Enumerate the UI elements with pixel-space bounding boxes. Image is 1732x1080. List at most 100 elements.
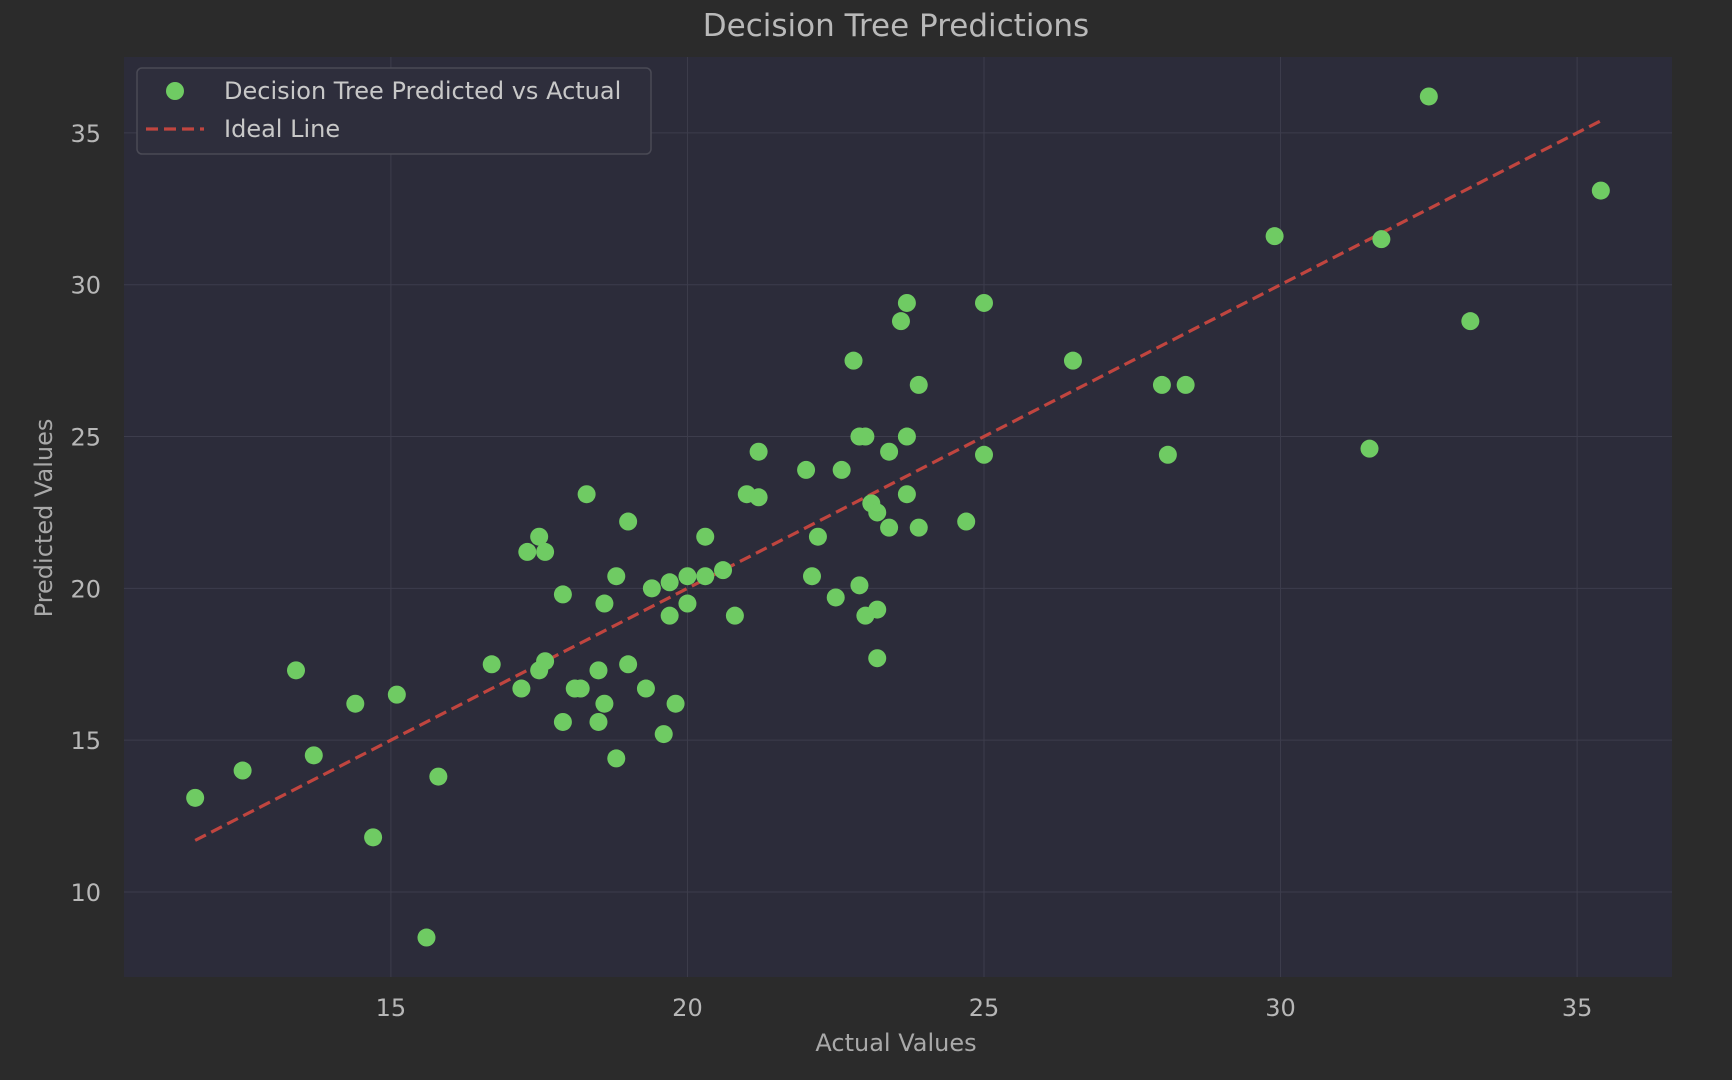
data-point-10 <box>512 679 531 698</box>
data-point-67 <box>975 293 993 312</box>
data-point-38 <box>696 527 715 546</box>
data-point-74 <box>1360 439 1379 458</box>
data-point-32 <box>660 573 679 592</box>
y-axis-label: Predicted Values <box>30 419 58 618</box>
legend-label-points: Decision Tree Predicted vs Actual <box>224 77 621 105</box>
data-point-64 <box>909 375 928 394</box>
data-point-34 <box>666 694 685 713</box>
data-point-61 <box>897 293 916 312</box>
data-point-39 <box>714 561 733 580</box>
data-point-9 <box>482 655 501 674</box>
data-point-8 <box>429 767 448 786</box>
data-point-24 <box>595 694 614 713</box>
data-point-19 <box>571 679 590 698</box>
data-point-7 <box>417 928 436 947</box>
data-point-25 <box>607 567 626 586</box>
data-point-71 <box>1158 445 1177 464</box>
data-point-63 <box>897 485 916 504</box>
data-point-44 <box>797 460 816 479</box>
data-point-35 <box>678 567 697 586</box>
data-point-52 <box>856 427 875 446</box>
data-point-13 <box>536 542 555 561</box>
data-point-0 <box>186 788 205 807</box>
data-point-48 <box>832 460 851 479</box>
data-point-17 <box>553 712 572 731</box>
data-point-62 <box>897 427 916 446</box>
data-point-3 <box>304 746 323 765</box>
data-point-77 <box>1461 312 1480 331</box>
data-point-58 <box>880 442 899 461</box>
data-point-36 <box>678 594 697 613</box>
data-point-5 <box>364 828 383 847</box>
data-point-15 <box>536 652 555 671</box>
x-tick-label-25: 25 <box>969 994 1000 1022</box>
x-axis-label: Actual Values <box>815 1029 976 1057</box>
x-tick-label-35: 35 <box>1562 994 1593 1022</box>
y-tick-label-15: 15 <box>70 727 101 755</box>
legend-marker-points <box>166 82 184 100</box>
data-point-49 <box>844 351 863 370</box>
data-point-22 <box>589 712 608 731</box>
data-point-33 <box>660 606 679 625</box>
data-point-60 <box>891 312 910 331</box>
x-tick-label-30: 30 <box>1265 994 1296 1022</box>
data-point-28 <box>619 655 638 674</box>
data-point-78 <box>1591 181 1610 200</box>
data-point-47 <box>826 588 845 607</box>
plot-area <box>124 57 1672 977</box>
data-point-68 <box>975 445 993 464</box>
data-point-59 <box>880 518 899 537</box>
data-point-56 <box>868 600 887 619</box>
y-tick-label-10: 10 <box>70 879 101 907</box>
data-point-57 <box>868 649 887 668</box>
y-tick-label-30: 30 <box>70 272 101 300</box>
data-point-23 <box>595 594 614 613</box>
data-point-69 <box>1063 351 1082 370</box>
data-point-46 <box>808 527 827 546</box>
y-tick-label-35: 35 <box>70 120 101 148</box>
data-point-4 <box>346 694 365 713</box>
data-point-43 <box>749 488 768 507</box>
data-point-30 <box>642 579 661 598</box>
legend: Decision Tree Predicted vs Actual Ideal … <box>136 67 652 155</box>
y-axis-ticks: 10 15 20 25 30 35 <box>70 120 101 907</box>
ideal-line-layer <box>194 119 1602 842</box>
data-point-26 <box>607 749 626 768</box>
data-point-72 <box>1176 375 1195 394</box>
data-point-73 <box>1265 227 1284 246</box>
data-point-40 <box>725 606 744 625</box>
data-point-20 <box>577 485 596 504</box>
data-point-1 <box>233 761 252 780</box>
data-point-45 <box>803 567 821 586</box>
data-point-42 <box>749 442 768 461</box>
data-point-27 <box>619 512 638 531</box>
x-tick-label-20: 20 <box>672 994 703 1022</box>
data-point-6 <box>387 685 406 704</box>
legend-label-ideal-line: Ideal Line <box>224 115 340 143</box>
legend-box <box>136 67 652 155</box>
x-axis-ticks: 15 20 25 30 35 <box>376 994 1593 1022</box>
points-layer <box>186 87 1610 947</box>
x-tick-label-15: 15 <box>376 994 407 1022</box>
data-point-11 <box>518 542 537 561</box>
data-point-37 <box>696 567 715 586</box>
data-point-76 <box>1419 87 1438 106</box>
chart-title: Decision Tree Predictions <box>703 8 1089 44</box>
y-tick-label-25: 25 <box>70 424 101 452</box>
data-point-51 <box>850 576 869 595</box>
data-point-66 <box>957 512 976 531</box>
data-point-29 <box>636 679 655 698</box>
data-point-75 <box>1372 230 1391 249</box>
data-point-21 <box>589 661 608 680</box>
y-tick-label-20: 20 <box>70 575 101 603</box>
data-point-12 <box>530 527 549 546</box>
ideal-line <box>194 119 1602 842</box>
data-point-31 <box>654 725 673 744</box>
data-point-65 <box>909 518 928 537</box>
data-point-2 <box>287 661 305 680</box>
data-point-55 <box>868 503 887 522</box>
data-point-70 <box>1152 375 1171 394</box>
data-point-16 <box>553 585 572 604</box>
